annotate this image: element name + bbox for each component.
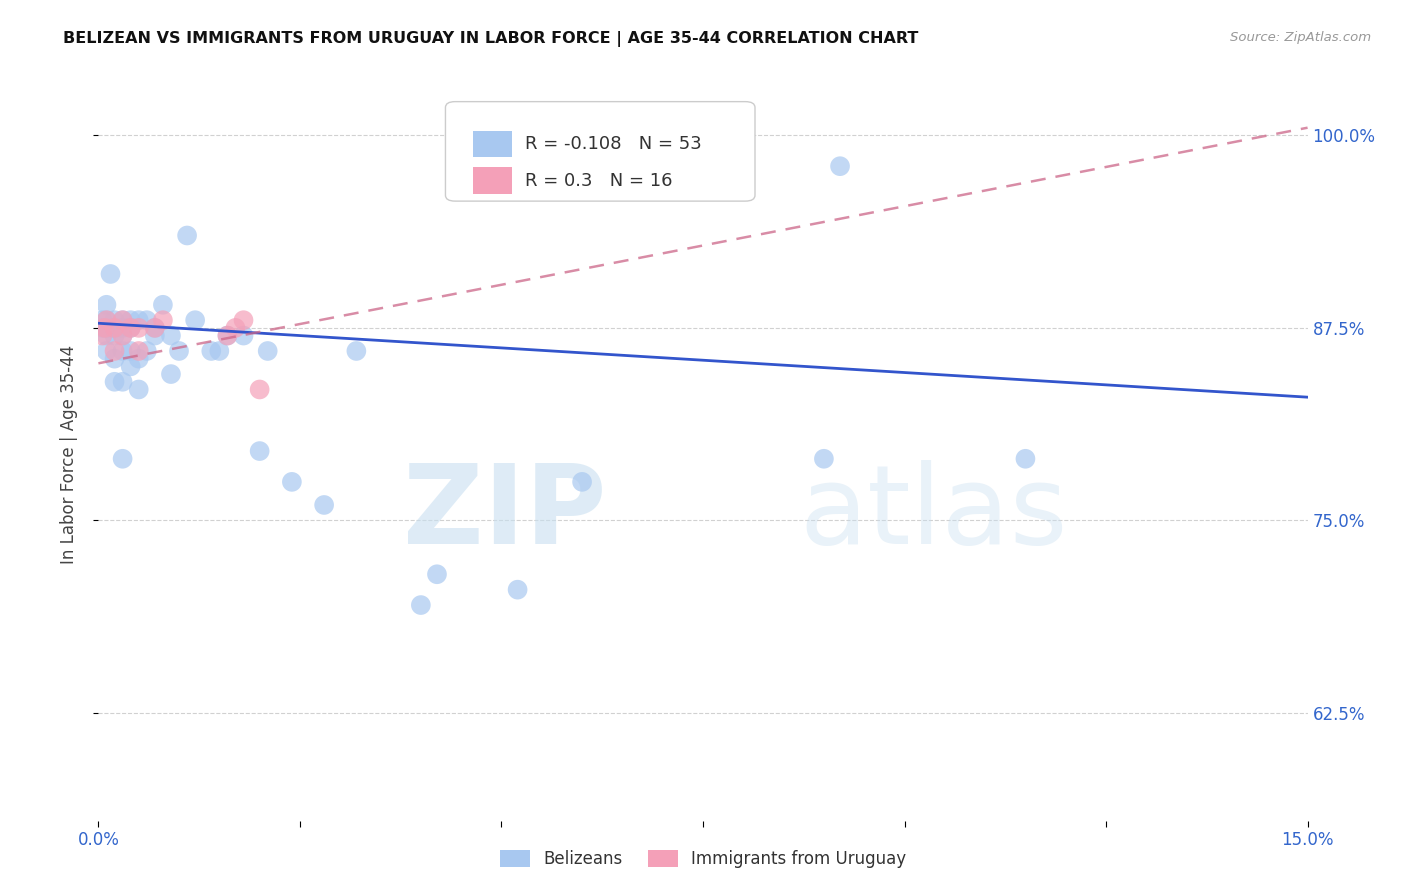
Point	[103, 343, 125, 358]
Point	[208, 343, 231, 358]
Point	[135, 313, 157, 327]
Point	[91, 321, 114, 335]
Point	[97, 321, 120, 335]
Point	[96, 343, 118, 358]
Point	[224, 321, 246, 335]
Point	[120, 359, 142, 374]
Legend: Belizeans, Immigrants from Uruguay: Belizeans, Immigrants from Uruguay	[494, 843, 912, 875]
Point	[128, 313, 150, 327]
Point	[128, 321, 150, 335]
Point	[128, 343, 150, 358]
Point	[314, 498, 336, 512]
Point	[232, 313, 254, 327]
Point	[103, 321, 125, 335]
Point	[143, 321, 166, 335]
Point	[120, 321, 142, 335]
Text: BELIZEAN VS IMMIGRANTS FROM URUGUAY IN LABOR FORCE | AGE 35-44 CORRELATION CHART: BELIZEAN VS IMMIGRANTS FROM URUGUAY IN L…	[63, 31, 918, 47]
Bar	[474, 168, 512, 194]
Point	[111, 343, 134, 358]
Point	[111, 321, 134, 335]
Point	[111, 375, 134, 389]
Point	[111, 328, 134, 343]
Point	[94, 321, 117, 335]
Point	[160, 367, 183, 381]
Point	[120, 321, 142, 335]
Point	[143, 328, 166, 343]
Text: R = 0.3   N = 16: R = 0.3 N = 16	[526, 171, 672, 190]
Point	[1014, 451, 1036, 466]
Point	[152, 298, 174, 312]
Point	[813, 451, 835, 466]
Text: R = -0.108   N = 53: R = -0.108 N = 53	[526, 135, 702, 153]
Point	[103, 351, 125, 366]
Point	[232, 328, 254, 343]
Point	[103, 313, 125, 327]
Point	[96, 313, 118, 327]
Point	[217, 328, 239, 343]
Point	[571, 475, 593, 489]
Point	[96, 313, 118, 327]
Point	[120, 313, 142, 327]
FancyBboxPatch shape	[446, 102, 755, 201]
Point	[91, 313, 114, 327]
Point	[94, 321, 117, 335]
Point	[249, 444, 271, 458]
Point	[506, 582, 529, 597]
Point	[249, 383, 271, 397]
Point	[135, 343, 157, 358]
Text: atlas: atlas	[800, 460, 1069, 567]
Text: ZIP: ZIP	[404, 460, 606, 567]
Point	[100, 267, 122, 281]
Point	[184, 313, 207, 327]
Point	[103, 328, 125, 343]
Point	[828, 159, 851, 173]
Point	[281, 475, 304, 489]
Point	[120, 343, 142, 358]
Point	[160, 328, 183, 343]
Point	[111, 328, 134, 343]
Point	[128, 383, 150, 397]
Point	[143, 321, 166, 335]
Point	[101, 321, 124, 335]
Text: Source: ZipAtlas.com: Source: ZipAtlas.com	[1230, 31, 1371, 45]
Point	[96, 298, 118, 312]
Point	[111, 451, 134, 466]
Point	[91, 328, 114, 343]
Point	[167, 343, 190, 358]
Point	[103, 375, 125, 389]
Point	[176, 228, 198, 243]
Point	[344, 343, 367, 358]
Point	[111, 313, 134, 327]
Point	[217, 328, 239, 343]
Point	[152, 313, 174, 327]
Y-axis label: In Labor Force | Age 35-44: In Labor Force | Age 35-44	[59, 345, 77, 565]
Point	[111, 313, 134, 327]
Point	[409, 598, 432, 612]
Point	[200, 343, 222, 358]
Point	[426, 567, 449, 582]
Bar	[474, 131, 512, 157]
Point	[96, 328, 118, 343]
Point	[256, 343, 278, 358]
Point	[128, 351, 150, 366]
